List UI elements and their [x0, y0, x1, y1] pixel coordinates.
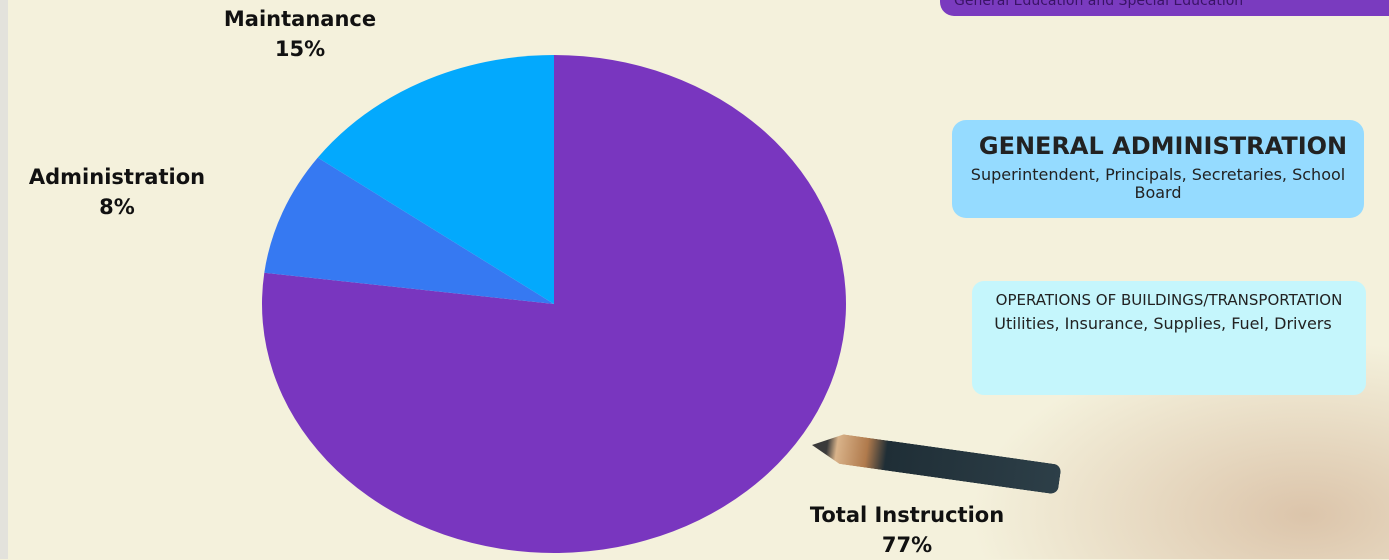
label-total-instruction: Total Instruction 77%: [782, 500, 1032, 560]
instruction-info-box: General Education and Special Education: [940, 0, 1389, 16]
label-total-instruction-percent: 77%: [881, 533, 933, 557]
operations-info-box: OPERATIONS OF BUILDINGS/TRANSPORTATION U…: [972, 281, 1366, 395]
pie-slice-maintanance: [317, 55, 554, 304]
label-administration: Administration 8%: [0, 162, 234, 222]
left-edge-strip: [0, 0, 8, 559]
operations-info-subtitle: Utilities, Insurance, Supplies, Fuel, Dr…: [994, 314, 1332, 333]
operations-info-title: OPERATIONS OF BUILDINGS/TRANSPORTATION: [995, 291, 1343, 309]
label-total-instruction-name: Total Instruction: [809, 503, 1005, 527]
pie-slice-administration: [264, 157, 554, 304]
instruction-info-subtitle: General Education and Special Education: [954, 0, 1244, 9]
label-maintanance-name: Maintanance: [223, 7, 377, 31]
label-administration-name: Administration: [28, 165, 206, 189]
administration-info-title: GENERAL ADMINISTRATION: [978, 132, 1348, 160]
administration-info-box: GENERAL ADMINISTRATION Superintendent, P…: [952, 120, 1364, 218]
label-maintanance-percent: 15%: [274, 37, 326, 61]
label-administration-percent: 8%: [99, 195, 135, 219]
label-maintanance: Maintanance 15%: [200, 4, 400, 64]
administration-info-subtitle: Superintendent, Principals, Secretaries,…: [970, 165, 1346, 202]
pie-slice-total-instruction: [261, 55, 847, 554]
